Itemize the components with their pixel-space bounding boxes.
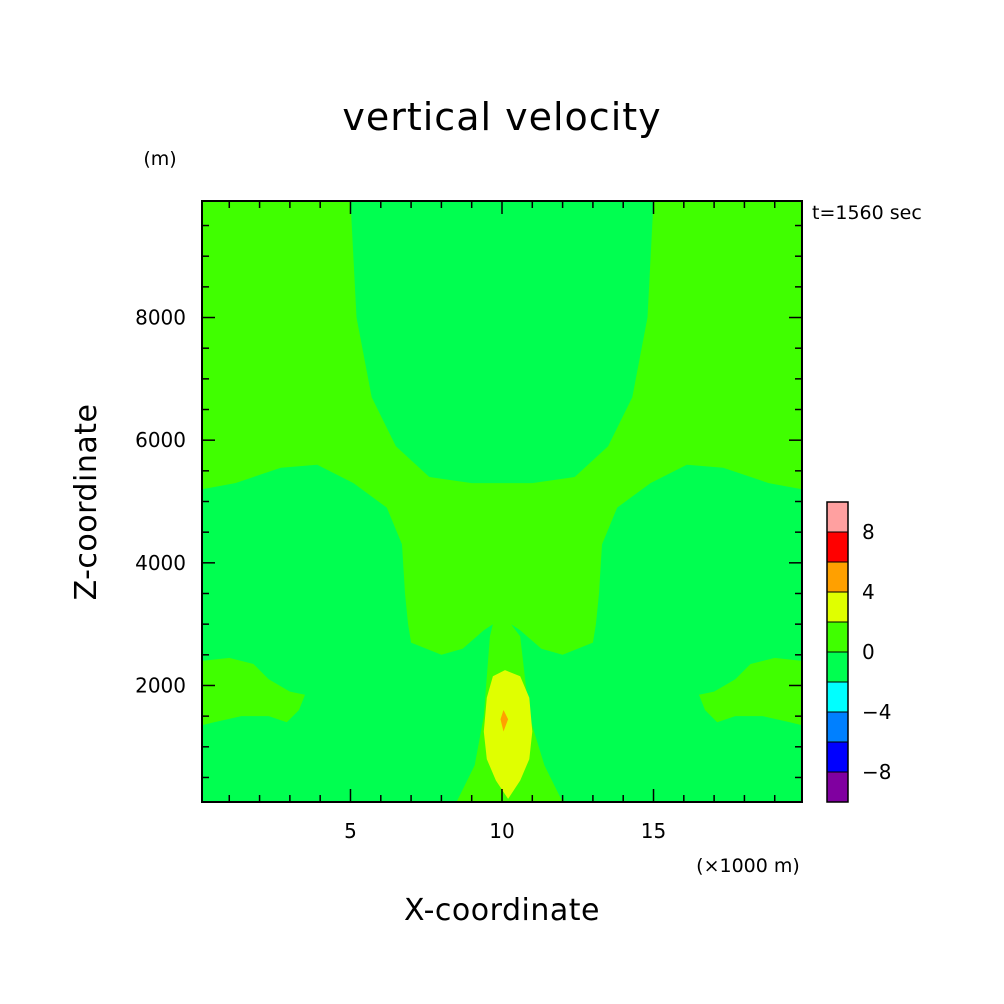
colorbar-tick-label: 4 xyxy=(862,580,875,604)
chart-title: vertical velocity xyxy=(342,95,661,139)
x-unit-label: (×1000 m) xyxy=(696,855,800,877)
colorbar: 8 4 0 −4 −8 xyxy=(826,501,891,803)
x-tick-label: 5 xyxy=(344,819,357,843)
y-tick-label: 6000 xyxy=(135,428,186,452)
y-tick-label: 2000 xyxy=(135,673,186,697)
y-axis-title: Z-coordinate xyxy=(69,404,104,601)
colorbar-tick-label: 0 xyxy=(862,640,875,664)
colorbar-swatch xyxy=(826,651,849,683)
region-updraft-max xyxy=(500,710,509,732)
colorbar-swatch xyxy=(826,501,849,533)
colorbar-swatch xyxy=(826,711,849,743)
region-upper-center xyxy=(350,201,654,484)
colorbar-swatch xyxy=(826,591,849,623)
y-unit-label: (m) xyxy=(143,148,176,170)
colorbar-frame xyxy=(826,501,849,803)
colorbar-tick-label: −4 xyxy=(862,700,891,724)
plot-area: 5 10 15 2000 4000 6000 8000 xyxy=(135,200,803,843)
time-label: t=1560 sec xyxy=(812,202,922,224)
region-low-left-patch xyxy=(202,657,305,726)
colorbar-swatch xyxy=(826,561,849,593)
region-updraft-core xyxy=(483,670,533,799)
colorbar-tick-label: −8 xyxy=(862,760,891,784)
y-tick-label: 8000 xyxy=(135,306,186,330)
x-tick-label: 15 xyxy=(641,819,666,843)
colorbar-swatch xyxy=(826,741,849,773)
colorbar-tick-label: 8 xyxy=(862,520,875,544)
colorbar-swatch xyxy=(826,681,849,713)
colorbar-swatch xyxy=(826,531,849,563)
x-axis-title: X-coordinate xyxy=(404,893,600,928)
colorbar-swatch xyxy=(826,621,849,653)
colorbar-swatch xyxy=(826,771,849,803)
region-low-right-patch xyxy=(699,657,802,726)
x-tick-label: 10 xyxy=(489,819,514,843)
y-tick-label: 4000 xyxy=(135,551,186,575)
